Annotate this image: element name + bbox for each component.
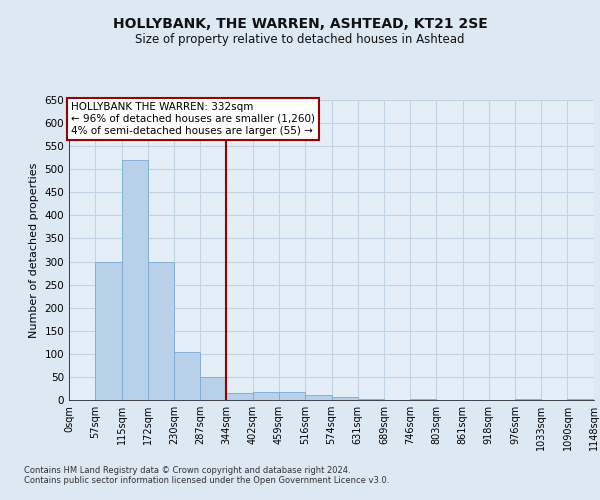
Bar (148, 262, 174, 400)
Text: HOLLYBANK, THE WARREN, ASHTEAD, KT21 2SE: HOLLYBANK, THE WARREN, ASHTEAD, KT21 2SE (113, 18, 487, 32)
Bar (122, 160, 148, 400)
Bar (515, 399, 541, 400)
Text: HOLLYBANK THE WARREN: 332sqm
← 96% of detached houses are smaller (1,260)
4% of : HOLLYBANK THE WARREN: 332sqm ← 96% of de… (71, 102, 315, 136)
Bar (200, 377, 226, 400)
Bar (95, 262, 122, 400)
Bar (305, 396, 331, 400)
Bar (226, 393, 253, 400)
Bar (253, 392, 279, 400)
Text: Size of property relative to detached houses in Ashtead: Size of property relative to detached ho… (135, 32, 465, 46)
Bar (174, 352, 200, 400)
Y-axis label: Number of detached properties: Number of detached properties (29, 162, 39, 338)
Bar (568, 399, 594, 400)
Bar (358, 399, 384, 400)
Text: Contains HM Land Registry data © Crown copyright and database right 2024.
Contai: Contains HM Land Registry data © Crown c… (24, 466, 389, 485)
Bar (410, 399, 436, 400)
Bar (279, 392, 305, 400)
Bar (331, 397, 358, 400)
